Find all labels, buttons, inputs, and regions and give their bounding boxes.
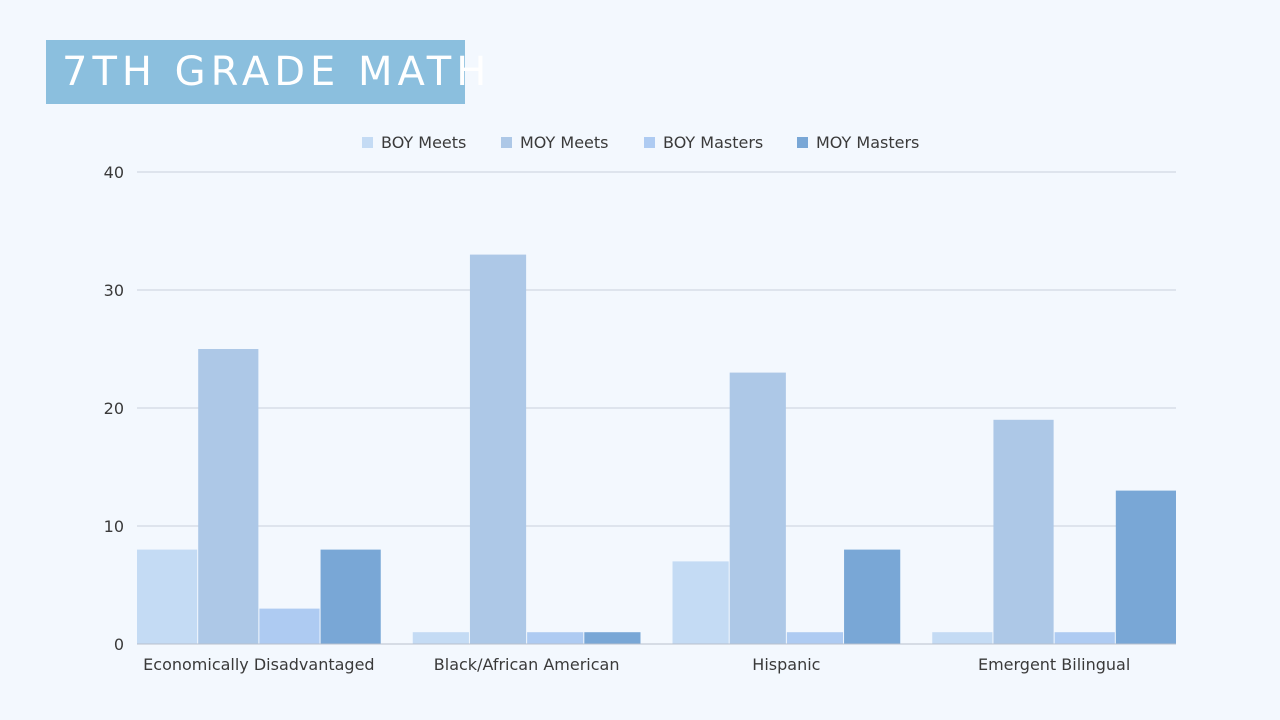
title-banner: 7TH GRADE MATH — [46, 40, 486, 104]
bar — [729, 372, 786, 644]
y-tick-label: 40 — [104, 163, 124, 182]
y-tick-label: 20 — [104, 399, 124, 418]
y-tick-label: 30 — [104, 281, 124, 300]
legend-label: MOY Masters — [816, 133, 919, 152]
bar — [786, 632, 844, 644]
bars — [137, 254, 1176, 644]
bar — [137, 549, 198, 644]
bar — [1115, 490, 1176, 644]
bar — [1054, 632, 1115, 644]
bar — [320, 549, 381, 644]
legend-swatch — [501, 137, 512, 148]
bar — [469, 254, 527, 644]
legend-label: MOY Meets — [520, 133, 608, 152]
axes: 0 10 20 30 40 Economically Disadvantaged Black… — [104, 163, 1176, 674]
legend-label: BOY Masters — [663, 133, 763, 152]
bar — [672, 561, 729, 644]
bar — [412, 632, 469, 644]
x-tick-label: Hispanic — [752, 655, 820, 674]
y-tick-label: 0 — [114, 635, 124, 654]
legend: BOY Meets MOY Meets BOY Masters MOY Masters — [362, 133, 919, 152]
bar — [198, 349, 259, 644]
bar — [844, 549, 901, 644]
bar — [259, 608, 320, 644]
x-tick-label: Economically Disadvantaged — [143, 655, 374, 674]
y-tick-label: 10 — [104, 517, 124, 536]
legend-label: BOY Meets — [381, 133, 466, 152]
bar — [527, 632, 584, 644]
legend-swatch — [362, 137, 373, 148]
x-tick-label: Black/African American — [434, 655, 620, 674]
page-title: 7TH GRADE MATH — [62, 49, 492, 95]
bar — [993, 419, 1054, 644]
bar — [932, 632, 993, 644]
legend-swatch — [644, 137, 655, 148]
legend-swatch — [797, 137, 808, 148]
x-tick-label: Emergent Bilingual — [978, 655, 1130, 674]
bar — [584, 632, 641, 644]
